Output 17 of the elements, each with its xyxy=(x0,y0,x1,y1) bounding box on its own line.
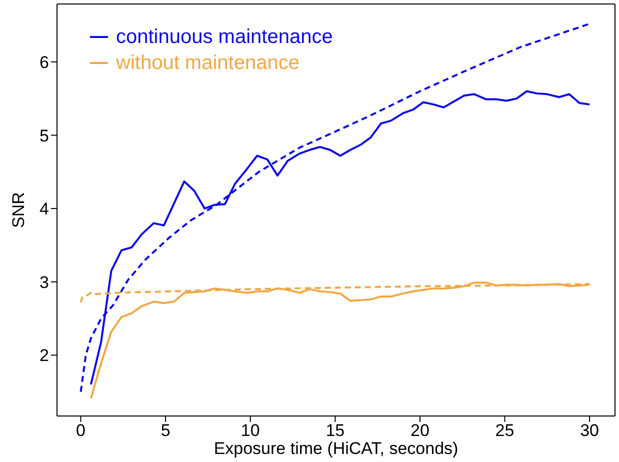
x-tick-label: 25 xyxy=(495,421,514,440)
x-tick-label: 15 xyxy=(326,421,345,440)
x-tick-label: 0 xyxy=(76,421,86,440)
x-tick-label: 5 xyxy=(160,421,170,440)
y-tick-label: 3 xyxy=(40,272,49,292)
x-tick-label: 20 xyxy=(410,421,430,440)
line-series xyxy=(80,22,591,393)
y-tick-label: 6 xyxy=(40,52,49,72)
x-tick-label: 10 xyxy=(240,421,260,440)
y-axis-title: SNR xyxy=(9,192,28,228)
x-tick-label: 30 xyxy=(580,421,600,440)
y-tick-label: 5 xyxy=(40,126,49,146)
legend-label: without maintenance xyxy=(116,51,300,76)
legend-label: continuous maintenance xyxy=(116,25,333,50)
y-tick-label: 4 xyxy=(40,200,49,219)
y-tick-label: 2 xyxy=(40,346,49,366)
x-axis-title: Exposure time (HiCAT, seconds) xyxy=(214,439,458,458)
